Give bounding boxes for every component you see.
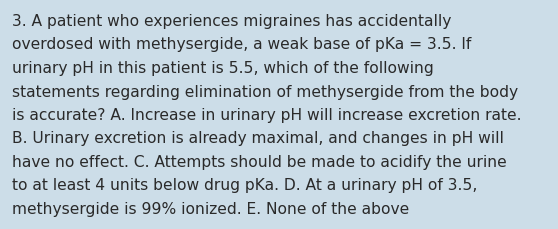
Text: B. Urinary excretion is already maximal, and changes in pH will: B. Urinary excretion is already maximal,… [12,131,504,146]
Text: 3. A patient who experiences migraines has accidentally: 3. A patient who experiences migraines h… [12,14,451,29]
Text: have no effect. C. Attempts should be made to acidify the urine: have no effect. C. Attempts should be ma… [12,154,507,169]
Text: to at least 4 units below drug pKa. D. At a urinary pH of 3.5,: to at least 4 units below drug pKa. D. A… [12,178,478,193]
Text: urinary pH in this patient is 5.5, which of the following: urinary pH in this patient is 5.5, which… [12,61,434,76]
Text: methysergide is 99% ionized. E. None of the above: methysergide is 99% ionized. E. None of … [12,201,409,216]
Text: statements regarding elimination of methysergide from the body: statements regarding elimination of meth… [12,84,518,99]
Text: overdosed with methysergide, a weak base of pKa = 3.5. If: overdosed with methysergide, a weak base… [12,37,472,52]
Text: is accurate? A. Increase in urinary pH will increase excretion rate.: is accurate? A. Increase in urinary pH w… [12,108,522,123]
